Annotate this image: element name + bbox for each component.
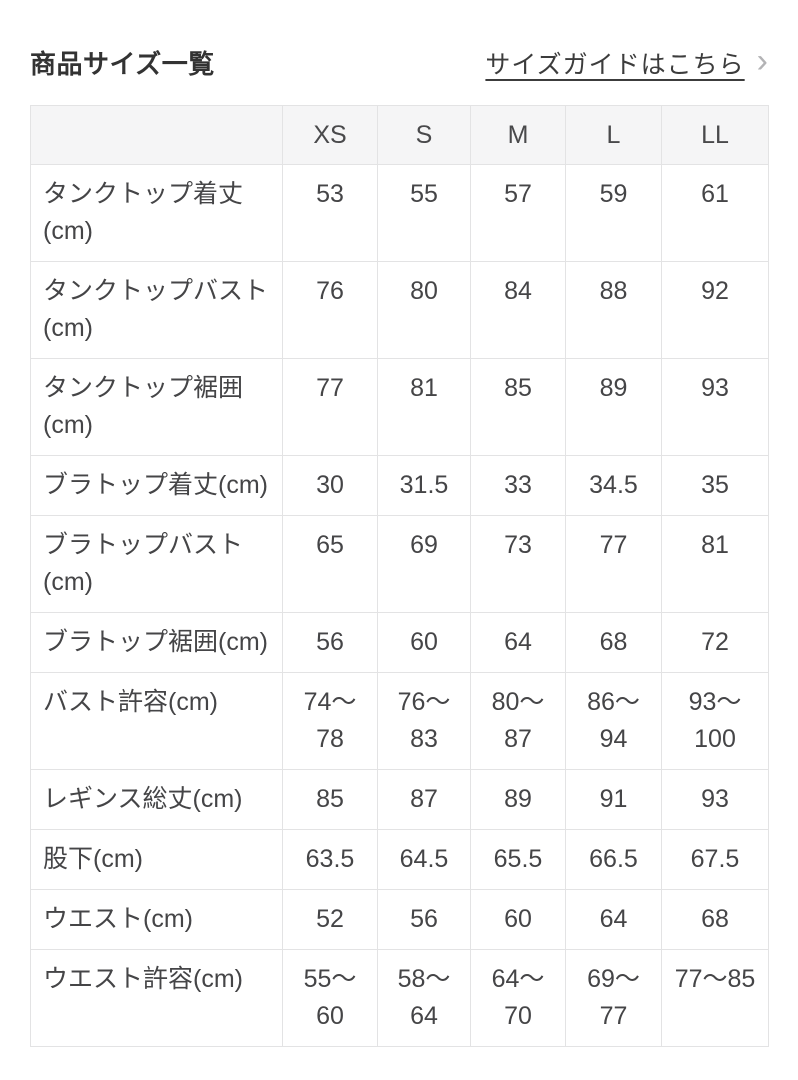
size-value-cell: 65 [282,515,378,613]
size-value-cell: 35 [661,455,769,516]
size-value-cell: 34.5 [565,455,662,516]
column-header-xs: XS [282,105,378,165]
size-value-cell: 76 [282,261,378,359]
size-value-cell: 56 [282,612,378,673]
size-value-cell: 92 [661,261,769,359]
size-value-cell: 77〜85 [661,949,769,1047]
size-value-cell: 33 [470,455,566,516]
size-value-cell: 56 [377,889,471,950]
size-value-cell: 84 [470,261,566,359]
size-value-cell: 60 [470,889,566,950]
row-label: ウエスト(cm) [30,889,283,950]
size-value-cell: 64.5 [377,829,471,890]
size-value-cell: 77 [282,358,378,456]
size-value-cell: 64〜 70 [470,949,566,1047]
row-label: ウエスト許容(cm) [30,949,283,1047]
size-value-cell: 88 [565,261,662,359]
size-value-cell: 74〜 78 [282,672,378,770]
size-value-cell: 81 [377,358,471,456]
size-value-cell: 80〜 87 [470,672,566,770]
row-label: ブラトップ裾囲(cm) [30,612,283,673]
column-header-l: L [565,105,662,165]
size-value-cell: 91 [565,769,662,830]
row-label: タンクトップバスト (cm) [30,261,283,359]
table-row: 股下(cm) 63.5 64.5 65.5 66.5 67.5 [30,829,769,890]
size-value-cell: 89 [470,769,566,830]
size-value-cell: 77 [565,515,662,613]
row-label: バスト許容(cm) [30,672,283,770]
size-value-cell: 85 [282,769,378,830]
size-value-cell: 76〜 83 [377,672,471,770]
row-label: 股下(cm) [30,829,283,890]
column-header-ll: LL [661,105,769,165]
size-guide-link[interactable]: サイズガイドはこちら [485,50,745,79]
column-header-m: M [470,105,566,165]
size-value-cell: 55〜 60 [282,949,378,1047]
size-value-cell: 73 [470,515,566,613]
size-value-cell: 93 [661,358,769,456]
size-value-cell: 64 [565,889,662,950]
size-value-cell: 53 [282,164,378,262]
size-value-cell: 31.5 [377,455,471,516]
size-table: XS S M L LL タンクトップ着丈 (cm) 53 55 57 59 61 タンクトップバスト… [30,105,769,1047]
table-row: ブラトップバスト (cm) 65 69 73 77 81 [30,515,769,613]
corner-cell [30,105,283,165]
size-value-cell: 93〜 100 [661,672,769,770]
table-row: ブラトップ裾囲(cm) 56 60 64 68 72 [30,612,769,673]
size-value-cell: 58〜 64 [377,949,471,1047]
size-value-cell: 68 [661,889,769,950]
size-value-cell: 60 [377,612,471,673]
size-value-cell: 67.5 [661,829,769,890]
size-value-cell: 89 [565,358,662,456]
size-value-cell: 68 [565,612,662,673]
size-value-cell: 85 [470,358,566,456]
size-value-cell: 81 [661,515,769,613]
size-table-header-row: XS S M L LL [30,105,769,165]
table-row: タンクトップ着丈 (cm) 53 55 57 59 61 [30,164,769,262]
size-section-header: 商品サイズ一覧 サイズガイドはこちら › [30,44,768,81]
size-value-cell: 59 [565,164,662,262]
size-guide-link-wrap: サイズガイドはこちら › [485,41,768,81]
table-row: ウエスト許容(cm) 55〜 60 58〜 64 64〜 70 69〜 77 77〜85 [30,949,769,1047]
size-value-cell: 63.5 [282,829,378,890]
size-value-cell: 80 [377,261,471,359]
row-label: ブラトップバスト (cm) [30,515,283,613]
row-label: レギンス総丈(cm) [30,769,283,830]
row-label: ブラトップ着丈(cm) [30,455,283,516]
table-row: ウエスト(cm) 52 56 60 64 68 [30,889,769,950]
page-title: 商品サイズ一覧 [30,49,215,79]
size-value-cell: 30 [282,455,378,516]
column-header-s: S [377,105,471,165]
size-value-cell: 52 [282,889,378,950]
size-value-cell: 57 [470,164,566,262]
row-label: タンクトップ裾囲 (cm) [30,358,283,456]
size-value-cell: 69〜 77 [565,949,662,1047]
table-row: バスト許容(cm) 74〜 78 76〜 83 80〜 87 86〜 94 93〜 100 [30,672,769,770]
size-value-cell: 64 [470,612,566,673]
row-label: タンクトップ着丈 (cm) [30,164,283,262]
size-value-cell: 61 [661,164,769,262]
size-table-head: XS S M L LL [30,105,769,165]
size-value-cell: 87 [377,769,471,830]
size-value-cell: 69 [377,515,471,613]
table-row: レギンス総丈(cm) 85 87 89 91 93 [30,769,769,830]
size-value-cell: 72 [661,612,769,673]
table-row: ブラトップ着丈(cm) 30 31.5 33 34.5 35 [30,455,769,516]
table-row: タンクトップ裾囲 (cm) 77 81 85 89 93 [30,358,769,456]
size-value-cell: 55 [377,164,471,262]
size-value-cell: 66.5 [565,829,662,890]
chevron-right-icon: › [756,41,768,80]
size-value-cell: 65.5 [470,829,566,890]
size-value-cell: 86〜 94 [565,672,662,770]
size-table-body: タンクトップ着丈 (cm) 53 55 57 59 61 タンクトップバスト (cm) 76 8… [30,164,769,1047]
table-row: タンクトップバスト (cm) 76 80 84 88 92 [30,261,769,359]
size-value-cell: 93 [661,769,769,830]
